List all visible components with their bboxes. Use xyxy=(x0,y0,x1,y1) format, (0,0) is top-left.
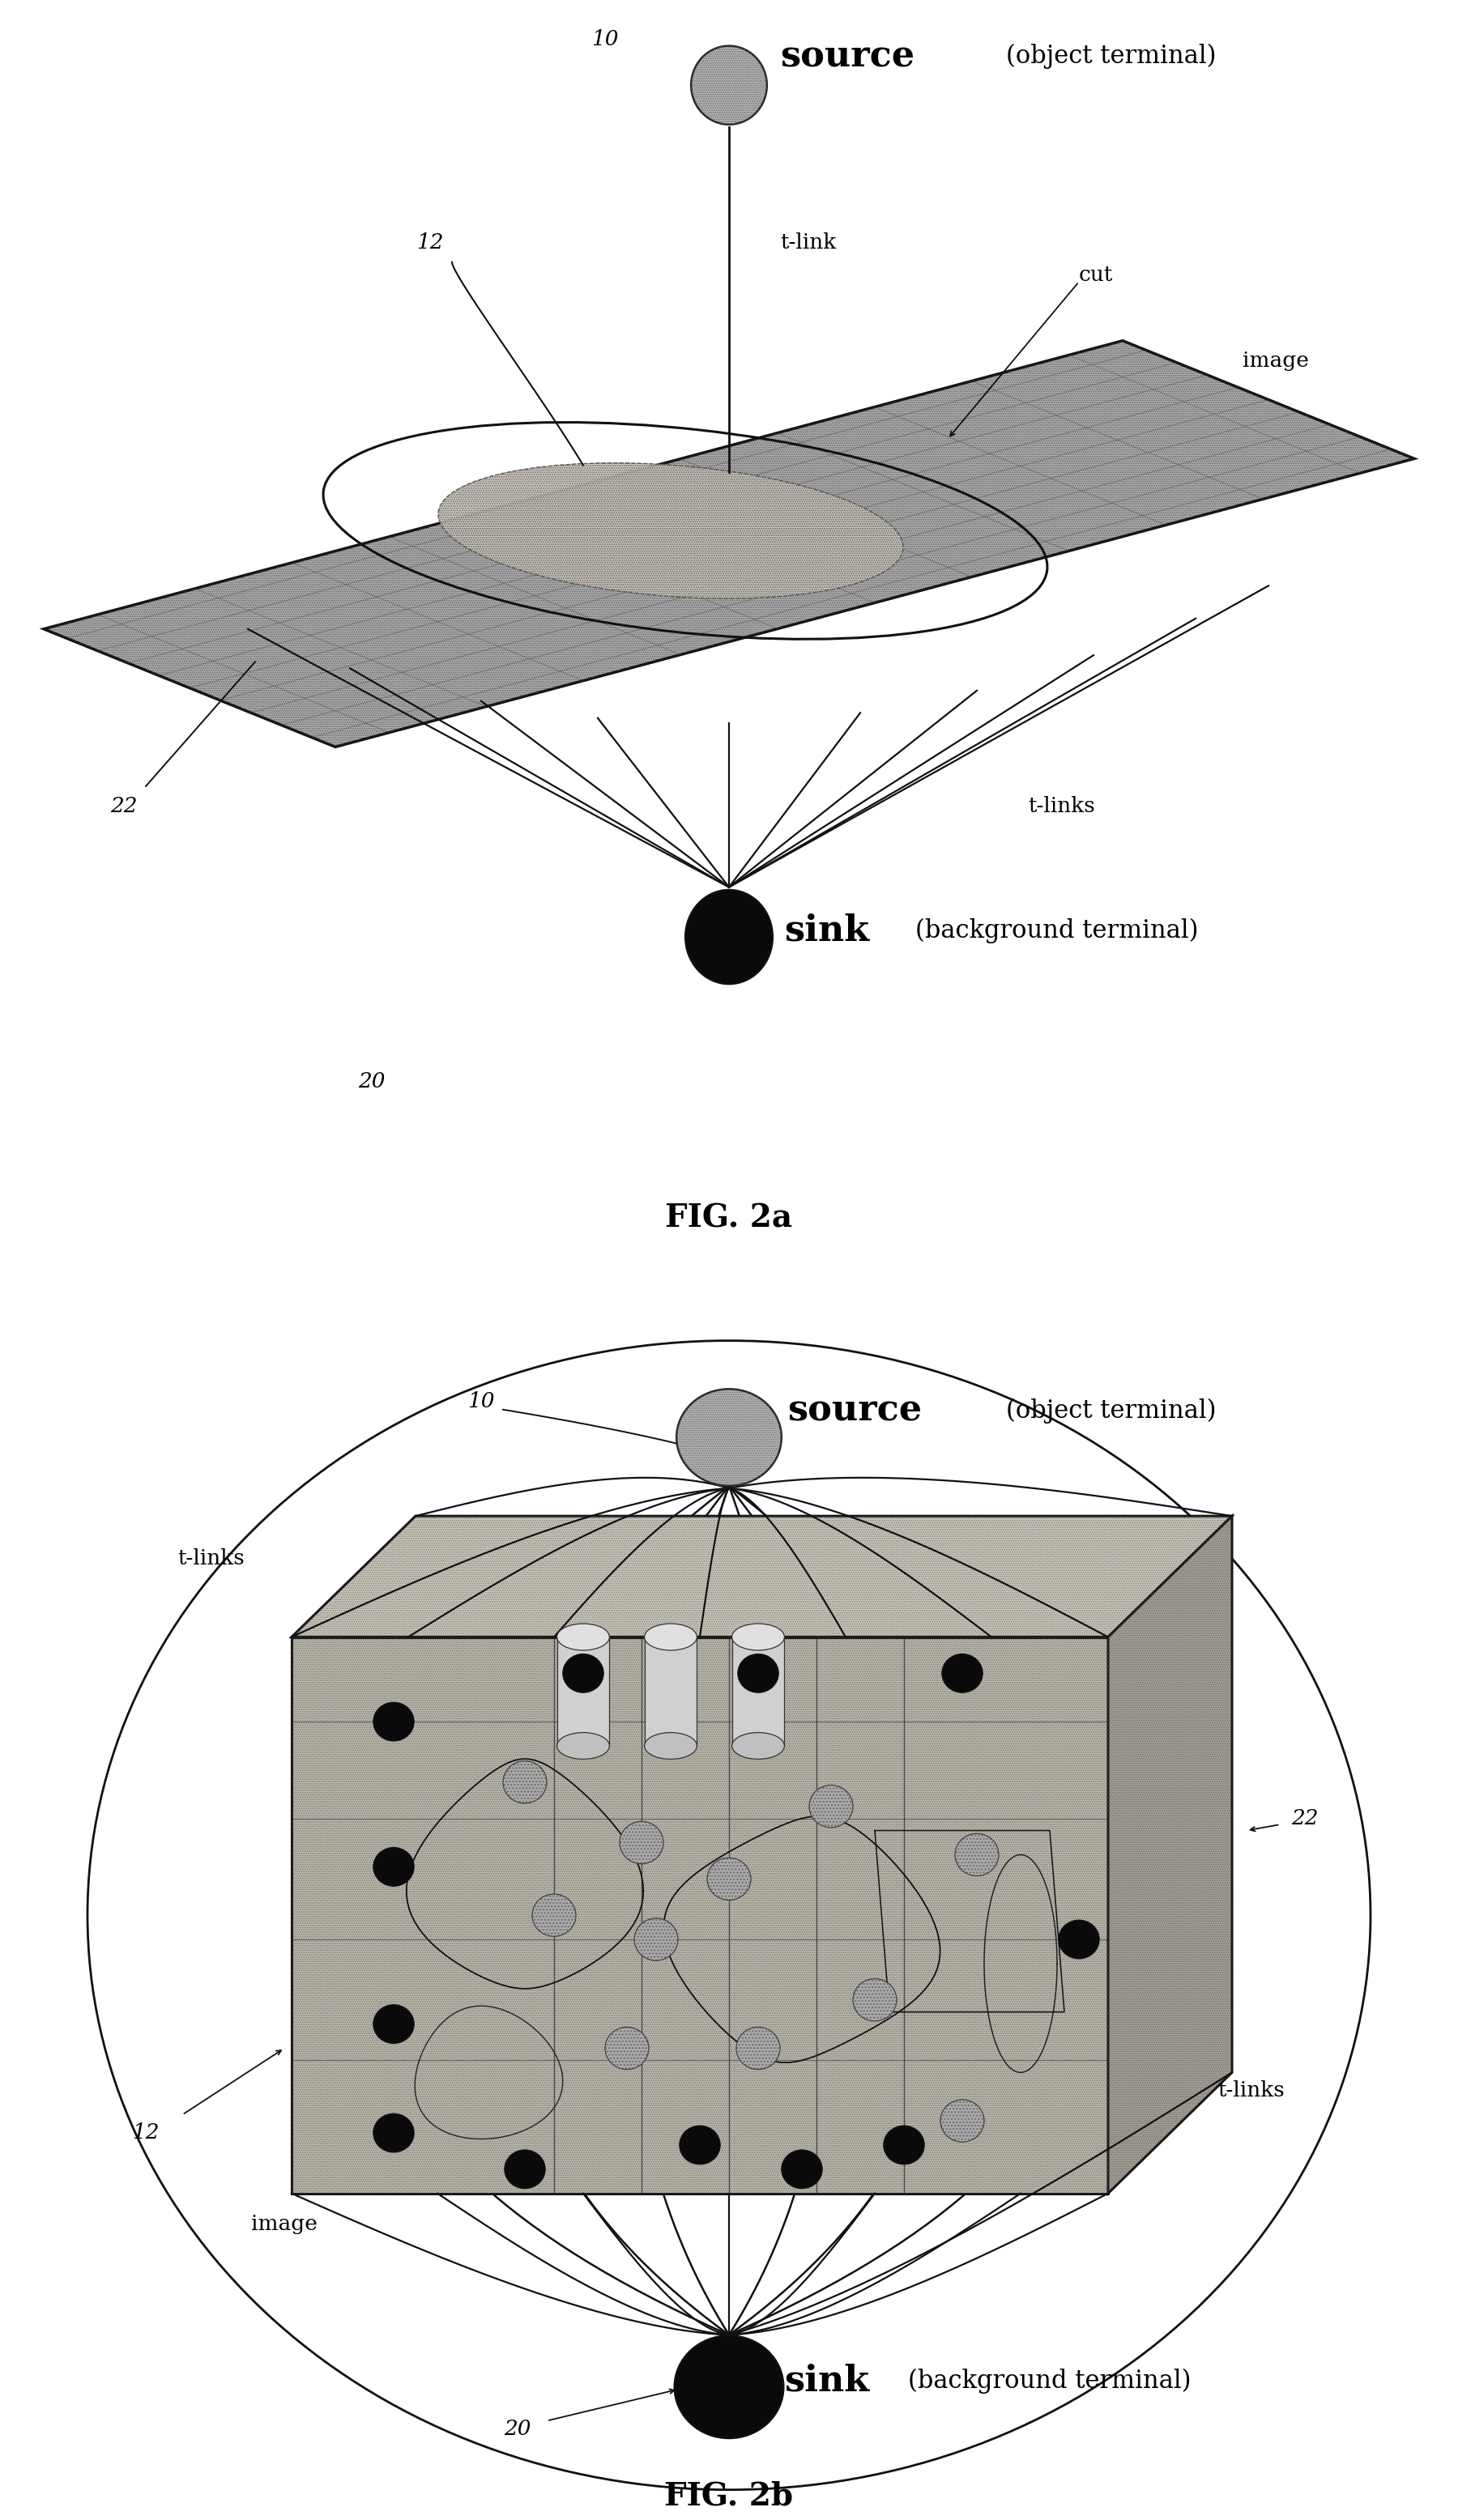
Polygon shape xyxy=(292,1517,1232,1638)
Ellipse shape xyxy=(940,2099,984,2142)
Polygon shape xyxy=(292,1638,1108,2192)
Text: (object terminal): (object terminal) xyxy=(1006,1399,1216,1424)
Ellipse shape xyxy=(644,1623,697,1651)
Text: cut: cut xyxy=(1079,265,1114,285)
Ellipse shape xyxy=(1059,1920,1099,1958)
Ellipse shape xyxy=(679,2127,720,2165)
Polygon shape xyxy=(557,1638,609,1746)
Text: 10: 10 xyxy=(468,1391,494,1411)
Ellipse shape xyxy=(557,1623,609,1651)
Ellipse shape xyxy=(732,1623,784,1651)
Ellipse shape xyxy=(439,464,903,597)
Ellipse shape xyxy=(605,2026,649,2069)
Text: sink: sink xyxy=(784,2364,869,2399)
Ellipse shape xyxy=(809,1784,853,1827)
Ellipse shape xyxy=(557,1734,609,1759)
Ellipse shape xyxy=(736,2026,780,2069)
Text: source: source xyxy=(787,1394,921,1429)
Ellipse shape xyxy=(942,1653,983,1693)
Ellipse shape xyxy=(884,2127,924,2165)
Polygon shape xyxy=(44,340,1414,746)
Polygon shape xyxy=(732,1638,784,1746)
Text: 12: 12 xyxy=(133,2122,159,2142)
Text: 22: 22 xyxy=(1292,1809,1318,1830)
Ellipse shape xyxy=(685,890,773,985)
Ellipse shape xyxy=(503,1761,547,1804)
Text: t-links: t-links xyxy=(1028,796,1095,816)
Polygon shape xyxy=(1108,1517,1232,2192)
Ellipse shape xyxy=(853,1978,897,2021)
Text: sink: sink xyxy=(784,912,869,948)
Ellipse shape xyxy=(563,1653,604,1693)
Text: (background terminal): (background terminal) xyxy=(916,917,1198,942)
Ellipse shape xyxy=(677,1389,781,1487)
Ellipse shape xyxy=(644,1734,697,1759)
Ellipse shape xyxy=(674,2336,784,2439)
Text: image: image xyxy=(1242,350,1309,370)
Ellipse shape xyxy=(504,2150,545,2187)
Text: (background terminal): (background terminal) xyxy=(908,2369,1191,2394)
Ellipse shape xyxy=(620,1822,663,1865)
Text: (object terminal): (object terminal) xyxy=(1006,43,1216,68)
Ellipse shape xyxy=(691,45,767,123)
Ellipse shape xyxy=(707,1857,751,1900)
Text: FIG. 2a: FIG. 2a xyxy=(665,1202,793,1235)
Ellipse shape xyxy=(634,1918,678,1961)
Ellipse shape xyxy=(373,1704,414,1741)
Text: 12: 12 xyxy=(417,232,443,252)
Polygon shape xyxy=(644,1638,697,1746)
Ellipse shape xyxy=(955,1835,999,1875)
Text: t-links: t-links xyxy=(178,1547,245,1567)
Text: 22: 22 xyxy=(111,796,137,816)
Ellipse shape xyxy=(781,2150,822,2187)
Text: source: source xyxy=(780,38,914,73)
Ellipse shape xyxy=(738,1653,779,1693)
Ellipse shape xyxy=(373,2114,414,2152)
Text: 20: 20 xyxy=(504,2419,531,2439)
Ellipse shape xyxy=(532,1895,576,1935)
Text: t-link: t-link xyxy=(780,232,835,252)
Text: t-links: t-links xyxy=(1217,2082,1284,2102)
Text: FIG. 2b: FIG. 2b xyxy=(665,2480,793,2512)
Text: 20: 20 xyxy=(359,1071,385,1091)
Ellipse shape xyxy=(732,1734,784,1759)
Ellipse shape xyxy=(373,1847,414,1885)
Ellipse shape xyxy=(373,2006,414,2044)
Text: 10: 10 xyxy=(592,30,618,50)
Text: image: image xyxy=(251,2213,318,2233)
